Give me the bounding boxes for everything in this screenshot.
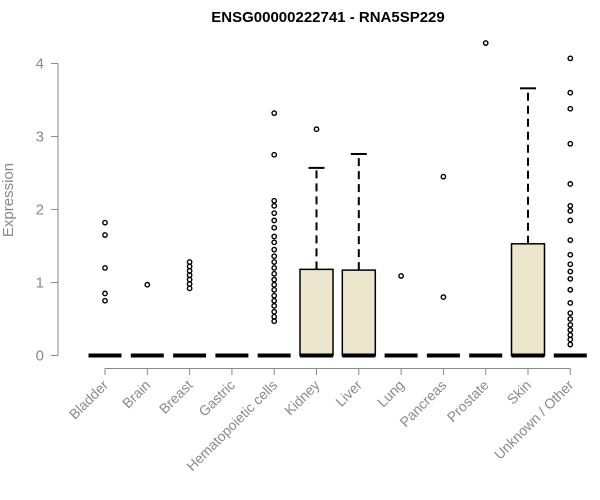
- outlier-point: [271, 270, 278, 277]
- y-tick-label: 2: [36, 202, 44, 219]
- box-group: [469, 40, 503, 358]
- y-tick-label: 4: [36, 56, 44, 73]
- outlier-point: [567, 286, 574, 293]
- outlier-point: [271, 281, 278, 288]
- outlier-point: [567, 251, 574, 258]
- outlier-point: [567, 261, 574, 268]
- outlier-point: [271, 217, 278, 224]
- box-group: [426, 173, 460, 358]
- x-tick-label: Liver: [332, 377, 365, 410]
- chart-title: ENSG00000222741 - RNA5SP229: [211, 9, 444, 26]
- outlier-point: [102, 297, 108, 304]
- outlier-point: [567, 321, 574, 328]
- outlier-point: [440, 294, 447, 300]
- outlier-point: [271, 246, 278, 253]
- outlier-point: [567, 341, 574, 348]
- outlier-point: [271, 302, 278, 309]
- box-group: [257, 110, 291, 358]
- y-tick-label: 1: [36, 275, 44, 292]
- outlier-point: [271, 224, 278, 231]
- x-tick-label: Kidney: [281, 377, 323, 419]
- outlier-point: [567, 55, 574, 62]
- outlier-point: [482, 40, 489, 46]
- box-group: [130, 281, 164, 358]
- outlier-point: [144, 281, 151, 288]
- outlier-point: [102, 219, 108, 226]
- outlier-point: [567, 237, 574, 244]
- box-group: [553, 55, 587, 358]
- outlier-point: [271, 233, 278, 240]
- outlier-point: [271, 292, 278, 299]
- outlier-point: [567, 332, 574, 338]
- outlier-point: [271, 110, 278, 117]
- outlier-point: [567, 275, 574, 282]
- box-group: [173, 259, 207, 358]
- outlier-point: [102, 264, 108, 271]
- outlier-point: [567, 268, 574, 275]
- y-axis-label: Expression: [0, 163, 17, 237]
- outlier-point: [271, 259, 278, 265]
- x-tick-label: Breast: [156, 377, 196, 417]
- outlier-point: [567, 105, 574, 112]
- outlier-point: [398, 273, 404, 279]
- x-tick-label: Pancreas: [396, 377, 449, 430]
- outlier-point: [271, 297, 278, 304]
- box-iqr: [299, 268, 334, 357]
- x-tick-label: Unknown / Other: [491, 377, 577, 463]
- x-tick-label: Lung: [374, 377, 407, 410]
- outlier-point: [271, 202, 278, 209]
- outlier-point: [102, 232, 108, 238]
- y-tick-label: 0: [36, 348, 44, 365]
- outlier-point: [567, 316, 574, 322]
- x-tick-label: Brain: [119, 377, 153, 411]
- outlier-point: [271, 210, 278, 217]
- outlier-point: [271, 264, 278, 271]
- outlier-point: [567, 89, 574, 96]
- box-iqr: [341, 269, 377, 357]
- box-group: [384, 273, 418, 358]
- outlier-point: [271, 308, 278, 315]
- y-tick-label: 3: [36, 129, 44, 146]
- box-group: [88, 219, 122, 358]
- outlier-point: [271, 239, 278, 246]
- box-group: [510, 87, 546, 358]
- outlier-point: [271, 253, 278, 260]
- outlier-point: [102, 290, 108, 297]
- outlier-point: [567, 300, 574, 306]
- outlier-point: [271, 276, 278, 283]
- outlier-point: [271, 151, 278, 158]
- outlier-point: [567, 217, 574, 224]
- outlier-point: [567, 202, 574, 209]
- box-group: [341, 153, 377, 358]
- outlier-point: [567, 181, 574, 187]
- plot-area: [88, 40, 587, 358]
- x-tick-label: Skin: [504, 377, 535, 408]
- outlier-point: [567, 140, 574, 147]
- outlier-point: [271, 286, 278, 293]
- outlier-point: [567, 327, 574, 333]
- x-tick-label: Prostate: [444, 377, 492, 425]
- outlier-point: [271, 313, 278, 320]
- outlier-point: [567, 310, 574, 317]
- outlier-point: [313, 126, 320, 133]
- outlier-point: [440, 173, 447, 180]
- outlier-point: [186, 259, 193, 265]
- box-iqr: [510, 243, 546, 357]
- x-tick-label: Bladder: [66, 377, 112, 423]
- box-group: [299, 126, 334, 358]
- outlier-point: [567, 208, 574, 214]
- outlier-point: [271, 197, 278, 204]
